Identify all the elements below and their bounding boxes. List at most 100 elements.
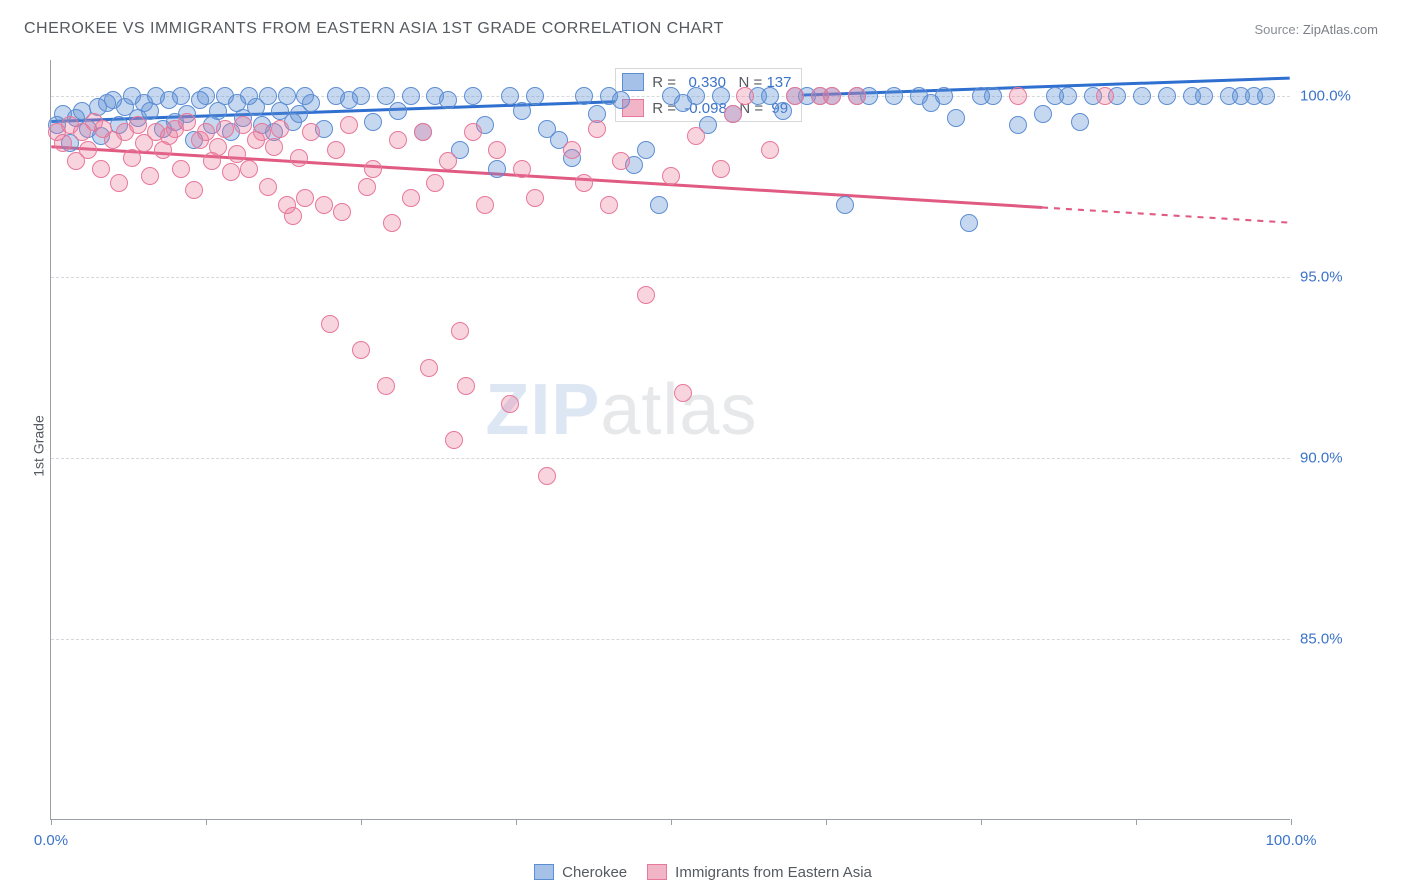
data-point	[259, 178, 277, 196]
legend-swatch	[534, 864, 554, 880]
x-tick	[981, 819, 982, 825]
data-point	[786, 87, 804, 105]
data-point	[513, 102, 531, 120]
data-point	[1059, 87, 1077, 105]
data-point	[575, 87, 593, 105]
data-point	[457, 377, 475, 395]
data-point	[612, 91, 630, 109]
data-point	[1009, 87, 1027, 105]
data-point	[278, 87, 296, 105]
data-point	[129, 116, 147, 134]
data-point	[389, 102, 407, 120]
data-point	[488, 141, 506, 159]
data-point	[389, 131, 407, 149]
data-point	[935, 87, 953, 105]
y-tick-label: 85.0%	[1300, 631, 1390, 648]
data-point	[513, 160, 531, 178]
data-point	[321, 315, 339, 333]
data-point	[1096, 87, 1114, 105]
regression-line	[1042, 207, 1290, 222]
data-point	[575, 174, 593, 192]
data-point	[526, 87, 544, 105]
data-point	[364, 113, 382, 131]
data-point	[402, 189, 420, 207]
data-point	[439, 152, 457, 170]
plot-area: ZIPatlas R = 0.330 N = 137R = -0.098 N =…	[50, 60, 1290, 820]
data-point	[340, 116, 358, 134]
data-point	[774, 102, 792, 120]
data-point	[1034, 105, 1052, 123]
x-tick-label: 100.0%	[1266, 832, 1317, 849]
data-point	[488, 160, 506, 178]
x-tick	[361, 819, 362, 825]
legend-swatch	[622, 73, 644, 91]
legend-series-label: Cherokee	[562, 864, 627, 881]
y-tick-label: 100.0%	[1300, 88, 1390, 105]
x-tick-label: 0.0%	[34, 832, 68, 849]
data-point	[240, 160, 258, 178]
y-tick-label: 95.0%	[1300, 269, 1390, 286]
chart-container: CHEROKEE VS IMMIGRANTS FROM EASTERN ASIA…	[0, 0, 1406, 892]
data-point	[178, 113, 196, 131]
series-legend: CherokeeImmigrants from Eastern Asia	[0, 864, 1406, 885]
data-point	[377, 377, 395, 395]
data-point	[563, 141, 581, 159]
data-point	[1195, 87, 1213, 105]
data-point	[271, 120, 289, 138]
data-point	[439, 91, 457, 109]
y-tick-label: 90.0%	[1300, 450, 1390, 467]
data-point	[185, 181, 203, 199]
data-point	[1257, 87, 1275, 105]
data-point	[650, 196, 668, 214]
data-point	[712, 87, 730, 105]
data-point	[426, 174, 444, 192]
legend-series-item: Cherokee	[534, 864, 627, 881]
x-tick	[671, 819, 672, 825]
data-point	[612, 152, 630, 170]
x-tick	[1136, 819, 1137, 825]
data-point	[538, 467, 556, 485]
data-point	[383, 214, 401, 232]
gridline	[51, 277, 1290, 278]
data-point	[352, 341, 370, 359]
data-point	[1133, 87, 1151, 105]
data-point	[364, 160, 382, 178]
data-point	[420, 359, 438, 377]
data-point	[296, 189, 314, 207]
gridline	[51, 458, 1290, 459]
data-point	[674, 384, 692, 402]
data-point	[1009, 116, 1027, 134]
data-point	[451, 322, 469, 340]
regression-line	[51, 147, 1042, 208]
data-point	[637, 286, 655, 304]
data-point	[141, 167, 159, 185]
x-tick	[1291, 819, 1292, 825]
data-point	[209, 138, 227, 156]
source-label: Source:	[1254, 22, 1302, 37]
data-point	[1071, 113, 1089, 131]
data-point	[1158, 87, 1176, 105]
data-point	[414, 123, 432, 141]
x-tick	[206, 819, 207, 825]
data-point	[464, 123, 482, 141]
data-point	[637, 141, 655, 159]
data-point	[687, 87, 705, 105]
data-point	[526, 189, 544, 207]
data-point	[402, 87, 420, 105]
data-point	[848, 87, 866, 105]
data-point	[761, 141, 779, 159]
gridline	[51, 639, 1290, 640]
data-point	[92, 160, 110, 178]
legend-swatch	[647, 864, 667, 880]
data-point	[315, 196, 333, 214]
data-point	[352, 87, 370, 105]
data-point	[290, 149, 308, 167]
data-point	[823, 87, 841, 105]
data-point	[358, 178, 376, 196]
data-point	[464, 87, 482, 105]
data-point	[327, 141, 345, 159]
data-point	[724, 105, 742, 123]
data-point	[123, 149, 141, 167]
data-point	[265, 138, 283, 156]
chart-title: CHEROKEE VS IMMIGRANTS FROM EASTERN ASIA…	[24, 20, 724, 38]
